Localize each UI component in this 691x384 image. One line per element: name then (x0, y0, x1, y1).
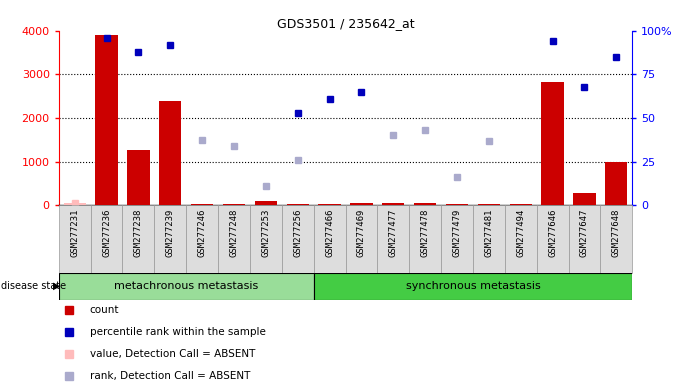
Bar (509, 204, 532, 205)
Bar (542, 82, 564, 205)
Bar (191, 204, 214, 205)
Text: value, Detection Call = ABSENT: value, Detection Call = ABSENT (90, 349, 255, 359)
Text: ▶: ▶ (53, 281, 60, 291)
Bar (314, 205, 346, 273)
Bar (59, 273, 314, 300)
Bar (377, 205, 409, 273)
Text: GSM277647: GSM277647 (580, 209, 589, 257)
Text: GSM277256: GSM277256 (293, 209, 302, 257)
Bar (477, 204, 500, 205)
Bar (255, 201, 277, 205)
Bar (414, 203, 436, 205)
Text: GSM277248: GSM277248 (229, 209, 238, 257)
Text: count: count (90, 305, 120, 314)
Bar (319, 204, 341, 205)
Bar (159, 101, 182, 205)
Bar (574, 193, 596, 205)
Bar (409, 205, 441, 273)
Text: GSM277648: GSM277648 (612, 209, 621, 257)
Bar (382, 203, 404, 205)
Bar (350, 203, 372, 205)
Title: GDS3501 / 235642_at: GDS3501 / 235642_at (276, 17, 415, 30)
Bar (154, 205, 186, 273)
Bar (569, 205, 600, 273)
Text: synchronous metastasis: synchronous metastasis (406, 281, 540, 291)
Text: GSM277646: GSM277646 (548, 209, 557, 257)
Bar (186, 205, 218, 273)
Bar (473, 205, 505, 273)
Text: GSM277477: GSM277477 (389, 209, 398, 257)
Bar (64, 203, 86, 205)
Text: GSM277231: GSM277231 (70, 209, 79, 257)
Bar (95, 35, 117, 205)
Bar (127, 149, 149, 205)
Text: GSM277481: GSM277481 (484, 209, 493, 257)
Text: rank, Detection Call = ABSENT: rank, Detection Call = ABSENT (90, 371, 250, 381)
Bar (122, 205, 154, 273)
Bar (282, 205, 314, 273)
Bar (287, 204, 309, 205)
Bar (446, 204, 468, 205)
Text: GSM277253: GSM277253 (261, 209, 270, 257)
Text: GSM277238: GSM277238 (134, 209, 143, 257)
Bar (314, 273, 632, 300)
Bar (59, 205, 91, 273)
Text: GSM277246: GSM277246 (198, 209, 207, 257)
Text: disease state: disease state (1, 281, 66, 291)
Text: GSM277466: GSM277466 (325, 209, 334, 257)
Text: metachronous metastasis: metachronous metastasis (114, 281, 258, 291)
Text: GSM277236: GSM277236 (102, 209, 111, 257)
Bar (223, 204, 245, 205)
Text: GSM277479: GSM277479 (453, 209, 462, 257)
Bar (505, 205, 537, 273)
Text: GSM277494: GSM277494 (516, 209, 525, 257)
Bar (537, 205, 569, 273)
Text: GSM277239: GSM277239 (166, 209, 175, 257)
Bar (441, 205, 473, 273)
Text: GSM277469: GSM277469 (357, 209, 366, 257)
Bar (250, 205, 282, 273)
Bar (91, 205, 122, 273)
Bar (346, 205, 377, 273)
Bar (605, 162, 627, 205)
Text: percentile rank within the sample: percentile rank within the sample (90, 327, 266, 337)
Text: GSM277478: GSM277478 (421, 209, 430, 257)
Bar (218, 205, 250, 273)
Bar (600, 205, 632, 273)
